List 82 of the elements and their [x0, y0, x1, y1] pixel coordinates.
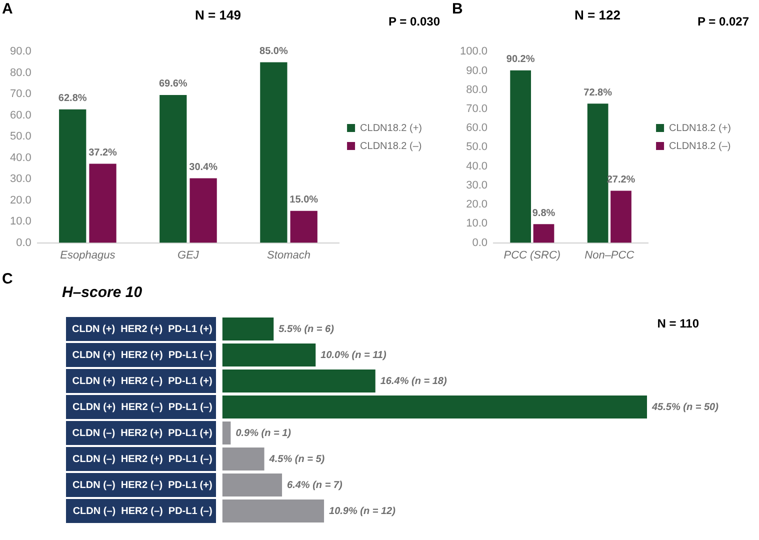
legend-label: CLDN18.2 (–) [669, 140, 731, 152]
bar [89, 164, 116, 243]
bar [610, 190, 632, 243]
y-tick-label: 20.0 [10, 194, 32, 206]
bar [59, 109, 86, 243]
data-label: 0.9% (n = 1) [236, 428, 292, 439]
y-tick-label: CLDN (–) HER2 (–) PD-L1 (–) [72, 506, 212, 517]
data-label: 72.8% [584, 87, 612, 98]
y-tick-label: 0.0 [472, 236, 488, 249]
x-tick-label: Non–PCC [584, 249, 634, 262]
y-tick-label: 40.0 [466, 160, 488, 172]
y-tick-label: 10.0 [466, 218, 488, 230]
y-tick-label: 40.0 [10, 152, 32, 164]
text: N = 110 [657, 316, 700, 330]
data-label: 10.9% (n = 12) [329, 506, 396, 517]
bar [222, 422, 231, 444]
y-tick-label: CLDN (+) HER2 (+) PD-L1 (–) [72, 350, 212, 361]
bar [533, 224, 554, 243]
text: C [2, 270, 13, 288]
y-tick-label: CLDN (+) HER2 (+) PD-L1 (+) [72, 324, 212, 335]
legend-label: CLDN18.2 (–) [360, 140, 422, 152]
x-tick-label: Stomach [267, 249, 310, 262]
bar [190, 178, 217, 243]
legend-label: CLDN18.2 (+) [669, 122, 731, 134]
data-label: 62.8% [58, 93, 87, 104]
y-tick-label: CLDN (–) HER2 (+) PD-L1 (+) [72, 428, 212, 439]
y-tick-label: 60.0 [10, 109, 32, 122]
y-tick-label: 30.0 [466, 179, 488, 192]
data-label: 10.0% (n = 11) [320, 350, 387, 361]
data-label: 4.5% (n = 5) [268, 454, 326, 465]
legend-label: CLDN18.2 (+) [360, 122, 422, 134]
y-tick-label: CLDN (+) HER2 (–) PD-L1 (–) [72, 402, 212, 413]
data-label: 16.4% (n = 18) [380, 376, 448, 387]
bar [222, 448, 264, 470]
y-tick-label: 90.0 [10, 46, 32, 58]
chart-title: N = 149 [195, 7, 241, 22]
data-label: 6.4% (n = 7) [287, 480, 343, 491]
y-tick-label: 70.0 [466, 102, 488, 115]
data-label: 30.4% [189, 162, 218, 173]
data-label: 85.0% [260, 46, 288, 57]
bar [160, 94, 187, 243]
y-tick-label: CLDN (+) HER2 (–) PD-L1 (+) [72, 376, 212, 387]
y-tick-label: 50.0 [466, 141, 488, 154]
data-label: 45.5% (n = 50) [650, 402, 720, 413]
text: B [452, 0, 463, 18]
y-tick-label: 60.0 [466, 122, 488, 134]
y-tick-label: 90.0 [466, 64, 488, 77]
bar [222, 318, 274, 340]
text: H–score 10 [62, 284, 143, 302]
bar [222, 344, 316, 366]
data-label: 9.8% [532, 208, 556, 219]
y-tick-label: CLDN (–) HER2 (+) PD-L1 (–) [72, 454, 212, 465]
y-tick-label: CLDN (–) HER2 (–) PD-L1 (+) [72, 480, 212, 491]
y-tick-label: 0.0 [16, 236, 32, 249]
text: P = 0.030 [388, 14, 440, 28]
data-label: 15.0% [290, 194, 318, 206]
data-label: 37.2% [88, 148, 118, 159]
y-tick-label: 80.0 [466, 84, 488, 96]
x-tick-label: Esophagus [60, 249, 116, 262]
data-label: 5.5% (n = 6) [278, 324, 335, 335]
bar [510, 70, 531, 243]
bar [222, 370, 376, 392]
y-tick-label: 20.0 [466, 198, 488, 211]
text: A [2, 0, 13, 18]
y-tick-label: 100.0 [460, 46, 488, 58]
bar [260, 62, 288, 243]
y-tick-label: 30.0 [10, 173, 32, 186]
data-label: 69.6% [158, 78, 188, 90]
y-tick-label: 70.0 [10, 88, 32, 100]
y-tick-label: 50.0 [10, 130, 32, 143]
bar [222, 396, 647, 418]
y-tick-label: 10.0 [10, 216, 32, 228]
bar [587, 104, 608, 243]
x-tick-label: GEJ [178, 249, 200, 262]
text: P = 0.027 [698, 14, 750, 28]
bar [222, 500, 324, 522]
bar [290, 210, 318, 243]
bar [222, 474, 282, 496]
x-tick-label: PCC (SRC) [504, 249, 561, 262]
chart-title: N = 122 [574, 7, 620, 22]
data-label: 90.2% [506, 54, 535, 66]
y-tick-label: 80.0 [10, 66, 32, 79]
